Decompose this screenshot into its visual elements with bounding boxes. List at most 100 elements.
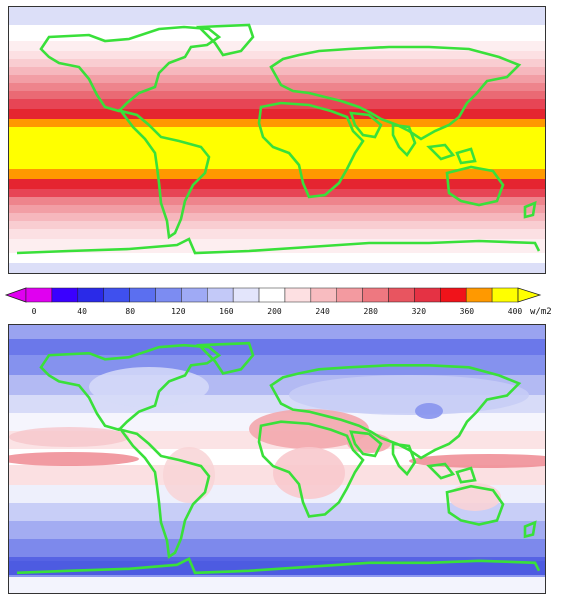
latitude-band — [9, 119, 545, 127]
continent-outline — [257, 101, 365, 199]
colorbar-tick-label: 280 — [363, 307, 378, 316]
continent-outline — [523, 520, 537, 539]
latitude-band — [9, 67, 545, 75]
field-band — [9, 339, 545, 355]
colorbar-unit-label: w/m2 — [530, 307, 552, 317]
bottom-map-panel — [8, 324, 546, 594]
colorbar-swatch — [51, 287, 79, 303]
colorbar-tick-label: 40 — [77, 307, 87, 316]
continent-outline — [455, 147, 477, 165]
field-band — [9, 355, 545, 375]
continent-outline — [445, 165, 505, 207]
latitude-band — [9, 263, 545, 273]
latitude-band — [9, 197, 545, 205]
top-map — [9, 7, 545, 273]
field-band — [9, 503, 545, 521]
latitude-band — [9, 221, 545, 229]
latitude-band — [9, 253, 545, 263]
continent-outline — [455, 466, 477, 484]
field-band — [9, 325, 545, 339]
colorbar-swatch — [284, 287, 312, 303]
latitude-band — [9, 229, 545, 239]
colorbar-swatch — [232, 287, 260, 303]
colorbar-tick-label: 200 — [267, 307, 282, 316]
latitude-band — [9, 83, 545, 91]
continent-outline — [269, 363, 522, 460]
latitude-band — [9, 91, 545, 99]
continent-outline — [391, 442, 417, 477]
continent-outline — [117, 427, 211, 559]
field-band — [9, 539, 545, 557]
antarctica-outline — [16, 556, 541, 575]
top-map-panel — [8, 6, 546, 274]
colorbar-swatch — [465, 287, 493, 303]
colorbar-swatch — [388, 287, 415, 303]
continent-outline — [117, 108, 211, 240]
colorbar-swatch — [362, 287, 389, 303]
latitude-band — [9, 169, 545, 179]
colorbar-swatch — [310, 287, 337, 303]
latitude-band — [9, 7, 545, 25]
colorbar-tick-label: 0 — [32, 307, 37, 316]
continent-outline — [426, 462, 456, 480]
colorbar-swatch — [77, 287, 104, 303]
colorbar-tick-label: 80 — [125, 307, 135, 316]
latitude-bands — [9, 7, 545, 273]
continent-outline — [523, 200, 537, 219]
continent-outline — [349, 111, 383, 139]
colorbar-swatch — [414, 287, 441, 303]
continent-outline — [391, 123, 417, 158]
colorbar-tick-label: 240 — [315, 307, 330, 316]
continent-outline — [445, 484, 505, 526]
latitude-band — [9, 179, 545, 189]
colorbar-swatch — [491, 287, 519, 303]
colorbar: 0 40 80 120 160 200 240 280 320 360 400 w/m2 — [0, 284, 562, 320]
continent-outline — [349, 430, 383, 458]
colorbar-swatch — [181, 287, 208, 303]
continent-outline — [269, 45, 522, 141]
colorbar-left-arrow — [4, 287, 27, 303]
colorbar-tick-label: 360 — [460, 307, 475, 316]
latitude-band — [9, 109, 545, 119]
warm-region — [9, 427, 129, 447]
continent-outline — [195, 23, 255, 57]
field-band — [9, 521, 545, 539]
colorbar-swatch — [155, 287, 182, 303]
warm-region — [273, 447, 345, 499]
land-outlines — [16, 23, 541, 255]
continent-outline — [39, 343, 222, 432]
colorbar-tick-label: 120 — [171, 307, 186, 316]
colorbar-tick-label: 400 — [508, 307, 523, 316]
continent-outline — [195, 341, 255, 375]
polar-region — [9, 577, 545, 593]
colorbar-right-arrow — [517, 287, 542, 303]
warm-region — [163, 447, 215, 503]
colorbar-tick-label: 320 — [412, 307, 427, 316]
colorbar-svg: 0 40 80 120 160 200 240 280 320 360 400 w/m2 — [4, 287, 552, 317]
antarctica-outline — [16, 237, 541, 255]
cool-region — [415, 403, 443, 419]
colorbar-swatch — [336, 287, 363, 303]
latitude-band — [9, 41, 545, 51]
warm-region — [9, 452, 139, 466]
continent-outline — [426, 143, 456, 161]
bottom-map — [9, 325, 545, 593]
colorbar-swatch — [129, 287, 156, 303]
field-layer — [9, 325, 545, 593]
colorbar-swatch — [103, 287, 130, 303]
colorbar-swatch — [25, 287, 53, 303]
latitude-band — [9, 213, 545, 221]
continent-outline — [39, 25, 222, 113]
field-band — [9, 485, 545, 503]
cool-region — [89, 367, 209, 407]
continent-outline — [257, 420, 365, 518]
colorbar-swatch — [440, 287, 467, 303]
colorbar-swatch — [207, 287, 234, 303]
land-outlines — [16, 341, 541, 575]
cool-region — [289, 375, 529, 415]
colorbar-tick-label: 160 — [219, 307, 234, 316]
colorbar-swatch — [258, 287, 286, 303]
latitude-band — [9, 51, 545, 59]
latitude-band — [9, 189, 545, 197]
latitude-band — [9, 205, 545, 213]
